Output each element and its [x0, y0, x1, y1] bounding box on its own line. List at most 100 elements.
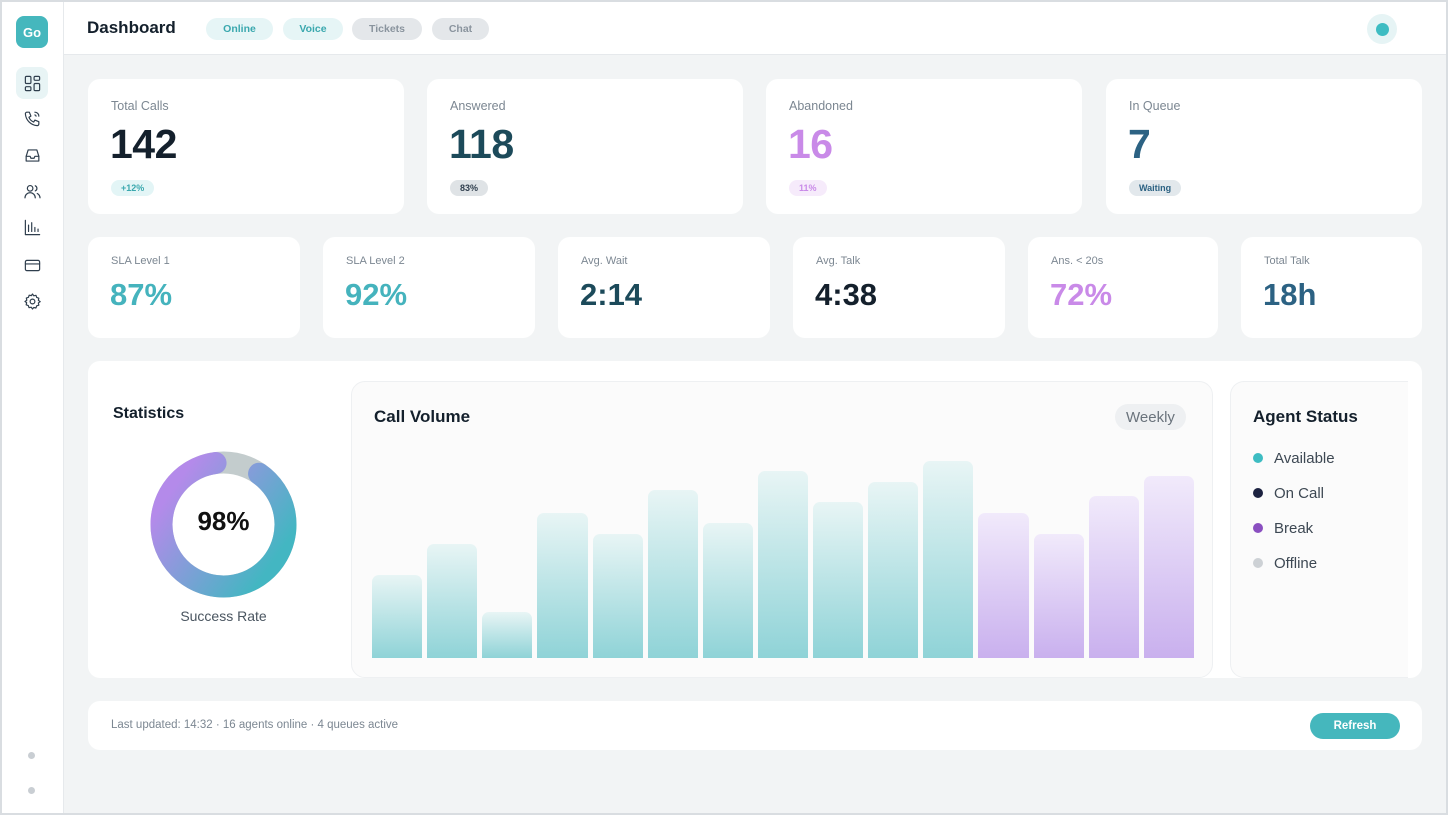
call-volume-bar	[427, 543, 478, 658]
credit-card-icon	[24, 259, 40, 271]
call-volume-bar	[372, 575, 423, 658]
success-rate-donut	[150, 451, 297, 598]
kpi-card-total-calls: Total Calls 142 +12%	[88, 79, 404, 214]
call-volume-bar	[923, 461, 974, 658]
channel-filter-online[interactable]: Online	[206, 18, 273, 40]
dashboard-icon	[24, 75, 40, 91]
donut-progress	[150, 451, 297, 598]
metric-card-avg-wait: Avg. Wait 2:14	[558, 237, 770, 338]
available-dot-icon	[1253, 453, 1263, 463]
sidebar-item-calls[interactable]	[16, 102, 48, 134]
phone-icon	[24, 111, 39, 126]
agent-status-label: On Call	[1274, 484, 1325, 502]
agent-status-label: Available	[1274, 449, 1335, 467]
metric-card-sla-level-1: SLA Level 1 87%	[88, 237, 300, 338]
statistics-title: Statistics	[113, 405, 185, 422]
call-volume-bar	[813, 502, 864, 658]
metric-label: Avg. Wait	[581, 255, 628, 267]
call-volume-bar	[1033, 533, 1084, 658]
sidebar-item-agents[interactable]	[16, 175, 48, 207]
refresh-button[interactable]: Refresh	[1310, 713, 1400, 739]
success-rate-caption: Success Rate	[180, 608, 267, 624]
bar-chart-icon	[24, 219, 40, 235]
call-volume-chart	[372, 442, 1194, 658]
call-volume-bar	[647, 490, 698, 658]
call-volume-bar	[1088, 496, 1139, 658]
call-volume-card: Call Volume Weekly	[351, 381, 1213, 678]
kpi-badge: 11%	[789, 180, 827, 196]
break-dot-icon	[1253, 523, 1263, 533]
agent-status-item: Break	[1253, 518, 1313, 538]
metric-label: Avg. Talk	[816, 255, 861, 267]
call-volume-bar	[702, 523, 753, 658]
top-bar: Dashboard Online Voice Tickets Chat	[64, 2, 1446, 55]
metric-card-avg-talk: Avg. Talk 4:38	[793, 237, 1005, 338]
agent-status-label: Break	[1274, 519, 1314, 537]
success-rate-value: 98%	[197, 506, 250, 536]
metric-card-sla-level-2: SLA Level 2 92%	[323, 237, 535, 338]
agent-status-item: Available	[1253, 448, 1335, 468]
agent-status-card: Agent Status Available On Call Break Off…	[1230, 381, 1408, 678]
last-updated-text: Last updated: 14:32 · 16 agents online ·…	[111, 719, 399, 731]
kpi-label: Total Calls	[111, 99, 169, 113]
inbox-icon	[25, 148, 39, 162]
kpi-label: Answered	[450, 99, 506, 113]
agent-status-title: Agent Status	[1253, 407, 1358, 426]
sidebar-item-billing[interactable]	[16, 249, 48, 281]
sidebar: Go	[2, 2, 64, 813]
call-volume-bar	[482, 612, 533, 658]
metric-value: 4:38	[815, 277, 878, 312]
analytics-panel: Statistics 98% Success Rate Call Volume …	[88, 361, 1422, 678]
metric-card-answered-under-20s: Ans. < 20s 72%	[1028, 237, 1218, 338]
kpi-value: 7	[1128, 121, 1151, 167]
call-volume-bar	[537, 512, 588, 658]
call-volume-bar	[978, 512, 1029, 658]
agent-status-item: On Call	[1253, 483, 1324, 503]
sidebar-dot	[28, 752, 35, 759]
kpi-value: 118	[449, 121, 514, 167]
sidebar-item-dashboard[interactable]	[16, 67, 48, 99]
metric-value: 87%	[110, 277, 173, 312]
call-volume-bar	[592, 533, 643, 658]
channel-filter-voice[interactable]: Voice	[283, 18, 343, 40]
sidebar-item-settings[interactable]	[16, 285, 48, 317]
sidebar-item-inbox[interactable]	[16, 139, 48, 171]
app-logo: Go	[16, 16, 48, 48]
kpi-value: 16	[788, 121, 833, 167]
sidebar-item-reports[interactable]	[16, 211, 48, 243]
metric-value: 18h	[1263, 277, 1317, 312]
metric-value: 2:14	[580, 277, 643, 312]
online-status-indicator[interactable]	[1367, 14, 1397, 44]
agent-status-label: Offline	[1274, 554, 1318, 572]
kpi-value: 142	[110, 121, 177, 167]
metric-card-total-talk: Total Talk 18h	[1241, 237, 1422, 338]
kpi-badge: +12%	[111, 180, 155, 196]
kpi-card-in-queue: In Queue 7 Waiting	[1106, 79, 1422, 214]
channel-filter-chat[interactable]: Chat	[432, 18, 489, 40]
metric-value: 72%	[1050, 277, 1113, 312]
call-volume-title: Call Volume	[374, 407, 471, 426]
channel-filter-tickets[interactable]: Tickets	[352, 18, 422, 40]
call-volume-bar	[868, 481, 919, 658]
offline-dot-icon	[1253, 558, 1263, 568]
status-dot-icon	[1375, 22, 1389, 36]
metric-label: SLA Level 2	[346, 255, 405, 267]
sidebar-dot	[28, 787, 35, 794]
kpi-badge: Waiting	[1129, 180, 1182, 196]
agent-status-item: Offline	[1253, 553, 1317, 573]
metric-label: Total Talk	[1264, 255, 1310, 267]
on-call-dot-icon	[1253, 488, 1263, 498]
metric-value: 92%	[345, 277, 408, 312]
users-icon	[23, 184, 41, 198]
metric-label: SLA Level 1	[111, 255, 170, 267]
call-volume-bar	[757, 471, 809, 658]
kpi-card-answered: Answered 118 83%	[427, 79, 743, 214]
page-title: Dashboard	[87, 18, 176, 37]
kpi-card-abandoned: Abandoned 16 11%	[766, 79, 1082, 214]
status-footer: Last updated: 14:32 · 16 agents online ·…	[88, 701, 1422, 750]
kpi-label: Abandoned	[789, 99, 853, 113]
gear-icon	[23, 292, 41, 310]
kpi-label: In Queue	[1129, 99, 1181, 113]
range-selector-weekly[interactable]: Weekly	[1115, 404, 1186, 430]
